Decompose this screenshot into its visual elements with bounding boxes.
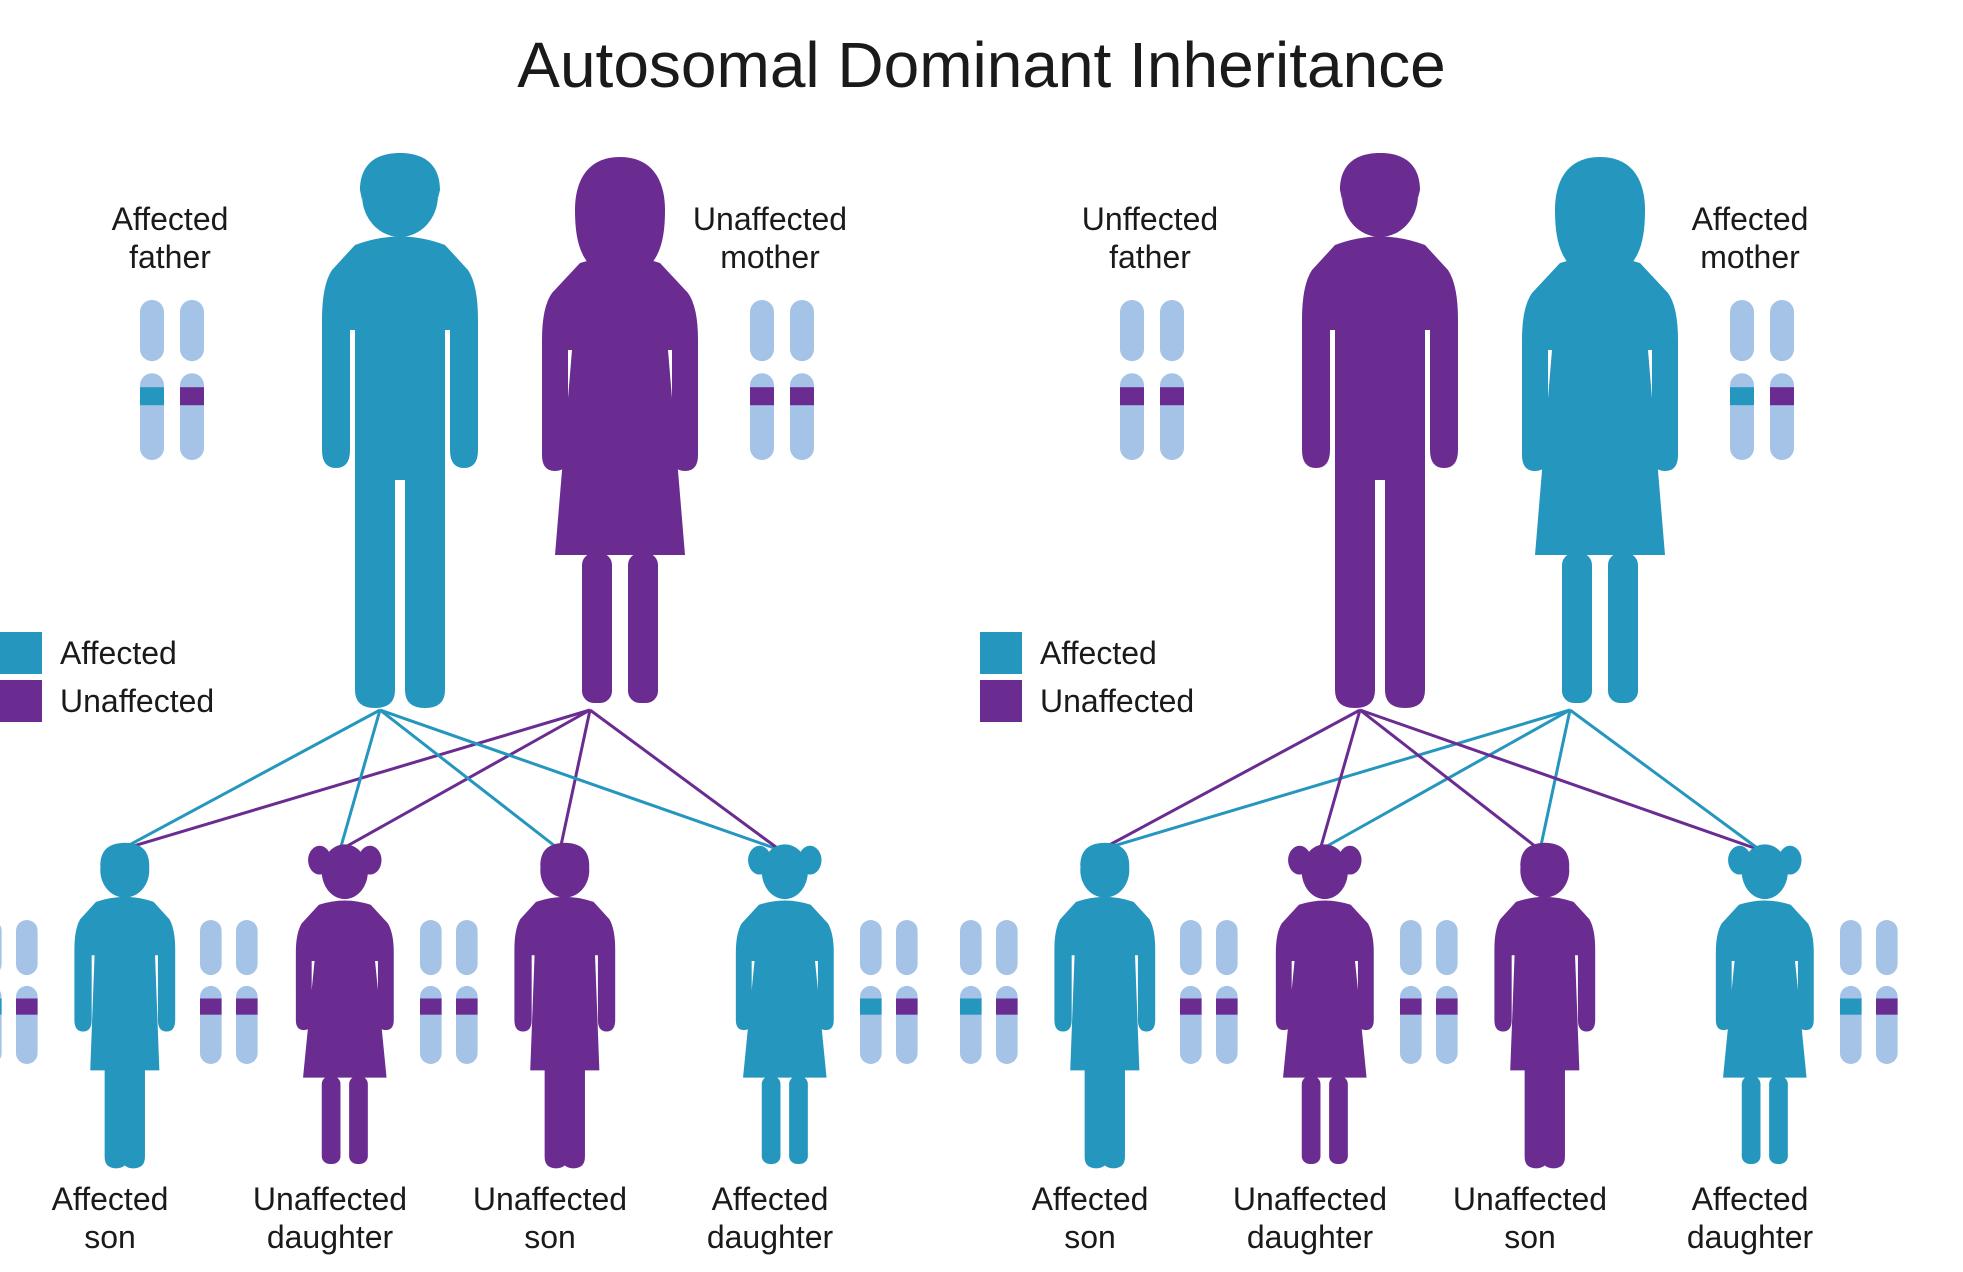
- legend-swatch: [0, 632, 42, 674]
- legend-label: Affected: [60, 635, 177, 672]
- inheritance-diagram: Autosomal Dominant Inheritance Affected …: [0, 0, 1963, 1272]
- label: Unaffected daughter: [1190, 1180, 1430, 1257]
- label: Affected mother: [1630, 200, 1870, 277]
- legend-label: Unaffected: [1040, 683, 1194, 720]
- legend-label: Unaffected: [60, 683, 214, 720]
- label: Affected daughter: [650, 1180, 890, 1257]
- label: Affected daughter: [1630, 1180, 1870, 1257]
- legend-swatch: [980, 632, 1022, 674]
- legend-swatch: [0, 680, 42, 722]
- legend: Affected Unaffected: [980, 632, 1194, 728]
- legend-item: Affected: [0, 632, 214, 674]
- legend-label: Affected: [1040, 635, 1157, 672]
- label: Unaffected mother: [650, 200, 890, 277]
- legend-item: Unaffected: [0, 680, 214, 722]
- label: Unaffected son: [430, 1180, 670, 1257]
- legend: Affected Unaffected: [0, 632, 214, 728]
- label: Unffected father: [1030, 200, 1270, 277]
- legend-swatch: [980, 680, 1022, 722]
- label: Affected father: [50, 200, 290, 277]
- label: Affected son: [0, 1180, 230, 1257]
- panel-left: Affected father Unaffected mother: [0, 0, 980, 1272]
- panel-right: Unffected father Affected mother: [980, 0, 1960, 1272]
- label: Affected son: [970, 1180, 1210, 1257]
- legend-item: Affected: [980, 632, 1194, 674]
- label: Unaffected son: [1410, 1180, 1650, 1257]
- label: Unaffected daughter: [210, 1180, 450, 1257]
- legend-item: Unaffected: [980, 680, 1194, 722]
